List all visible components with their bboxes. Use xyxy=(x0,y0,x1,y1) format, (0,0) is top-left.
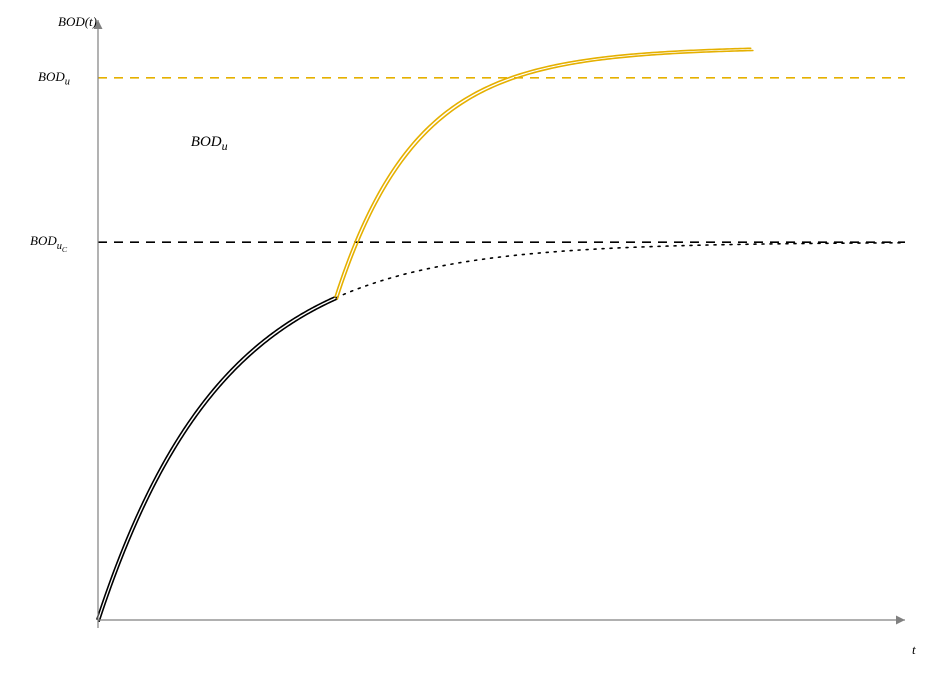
curve-carbonaceous_dotted_continue xyxy=(336,243,905,298)
bod-u-tick-label: BODu xyxy=(38,69,70,88)
curve-carbonaceous_solid-b xyxy=(99,299,337,621)
curve-nitrogenous-b xyxy=(337,51,753,299)
curve-nitrogenous-a xyxy=(335,48,751,296)
chart-root: BOD(t) t BODu BODuC BODu xyxy=(0,0,933,678)
y-axis-label: BOD(t) xyxy=(58,14,97,30)
bod-u-annotation: BODu xyxy=(191,134,228,154)
bod-uc-tick-label: BODuC xyxy=(30,233,67,254)
x-axis-label: t xyxy=(912,642,916,658)
x-axis-arrow xyxy=(896,616,905,625)
curve-carbonaceous_solid-a xyxy=(97,297,335,619)
chart-svg xyxy=(0,0,933,678)
